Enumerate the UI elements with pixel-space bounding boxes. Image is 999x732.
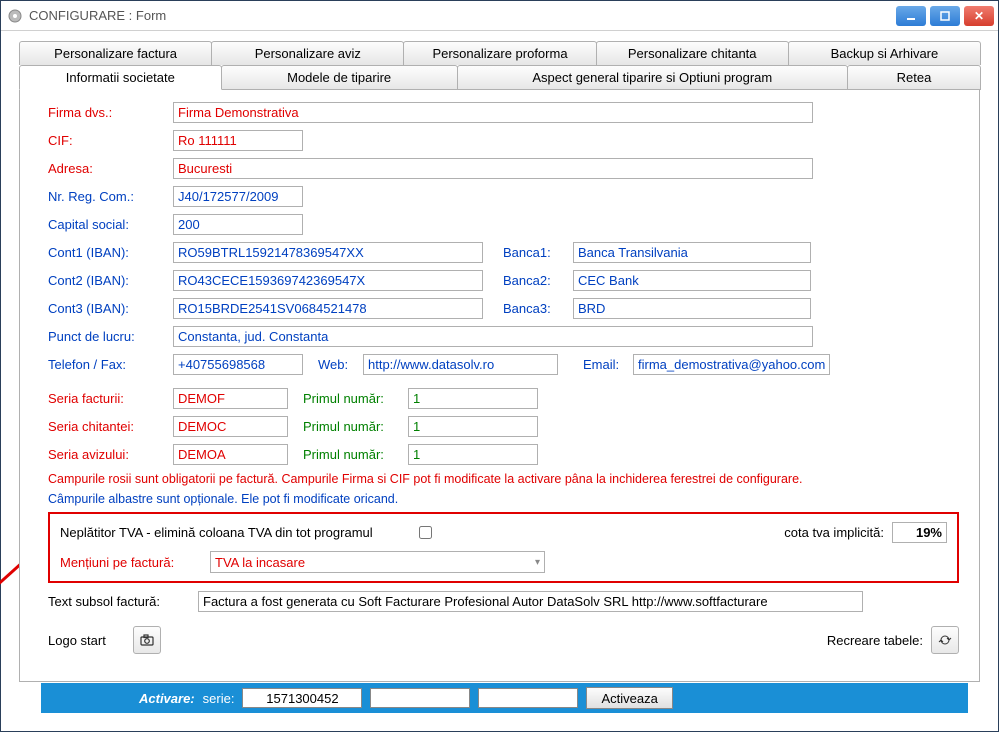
- window-title: CONFIGURARE : Form: [29, 8, 896, 23]
- label-serie: serie:: [203, 691, 235, 706]
- chevron-down-icon: ▾: [535, 557, 540, 568]
- tab-personalizare-chitanta[interactable]: Personalizare chitanta: [596, 41, 789, 65]
- label-cont1: Cont1 (IBAN):: [48, 245, 173, 260]
- minimize-button[interactable]: [896, 6, 926, 26]
- input-adresa[interactable]: [173, 158, 813, 179]
- app-icon: [7, 8, 23, 24]
- tab-modele-tiparire[interactable]: Modele de tiparire: [221, 65, 458, 90]
- input-cont3[interactable]: [173, 298, 483, 319]
- label-nrreg: Nr. Reg. Com.:: [48, 189, 173, 204]
- tab-retea[interactable]: Retea: [847, 65, 981, 90]
- label-banca3: Banca3:: [503, 301, 573, 316]
- close-button[interactable]: ✕: [964, 6, 994, 26]
- label-cif: CIF:: [48, 133, 173, 148]
- input-email[interactable]: [633, 354, 830, 375]
- tab-aspect-general[interactable]: Aspect general tiparire si Optiuni progr…: [457, 65, 848, 90]
- input-firma[interactable]: [173, 102, 813, 123]
- tabs-row-bottom: Informatii societate Modele de tiparire …: [19, 65, 980, 90]
- note-optional: Câmpurile albastre sunt opționale. Ele p…: [48, 492, 959, 506]
- label-web: Web:: [318, 357, 363, 372]
- input-act-3[interactable]: [478, 688, 578, 708]
- titlebar: CONFIGURARE : Form ✕: [1, 1, 998, 31]
- label-neplatitor: Neplătitor TVA - elimină coloana TVA din…: [60, 525, 415, 540]
- activeaza-button[interactable]: Activeaza: [586, 687, 672, 709]
- label-cont3: Cont3 (IBAN):: [48, 301, 173, 316]
- label-capital: Capital social:: [48, 217, 173, 232]
- label-tel: Telefon / Fax:: [48, 357, 173, 372]
- input-punct[interactable]: [173, 326, 813, 347]
- label-adresa: Adresa:: [48, 161, 173, 176]
- dropdown-mentiuni[interactable]: TVA la incasare ▾: [210, 551, 545, 573]
- activation-bar: Activare: serie: Activeaza: [41, 683, 968, 713]
- label-email: Email:: [583, 357, 633, 372]
- tab-backup-arhivare[interactable]: Backup si Arhivare: [788, 41, 981, 65]
- label-punct: Punct de lucru:: [48, 329, 173, 344]
- label-seriaa: Seria avizului:: [48, 447, 173, 462]
- label-logo: Logo start: [48, 633, 133, 648]
- input-primul1[interactable]: [408, 388, 538, 409]
- highlighted-box: Neplătitor TVA - elimină coloana TVA din…: [48, 512, 959, 583]
- label-banca2: Banca2:: [503, 273, 573, 288]
- recreare-button[interactable]: [931, 626, 959, 654]
- tab-personalizare-factura[interactable]: Personalizare factura: [19, 41, 212, 65]
- label-banca1: Banca1:: [503, 245, 573, 260]
- label-textsub: Text subsol factură:: [48, 594, 198, 609]
- config-window: CONFIGURARE : Form ✕ Personalizare factu…: [0, 0, 999, 732]
- input-seriaf[interactable]: [173, 388, 288, 409]
- input-textsub[interactable]: [198, 591, 863, 612]
- camera-icon: [140, 633, 154, 647]
- label-mentiuni: Mențiuni pe factură:: [60, 555, 210, 570]
- label-seriac: Seria chitantei:: [48, 419, 173, 434]
- input-seriaa[interactable]: [173, 444, 288, 465]
- input-primul3[interactable]: [408, 444, 538, 465]
- input-cota[interactable]: [892, 522, 947, 543]
- logo-button[interactable]: [133, 626, 161, 654]
- input-seriac[interactable]: [173, 416, 288, 437]
- input-capital[interactable]: [173, 214, 303, 235]
- input-cont1[interactable]: [173, 242, 483, 263]
- tab-personalizare-proforma[interactable]: Personalizare proforma: [403, 41, 596, 65]
- input-banca3[interactable]: [573, 298, 811, 319]
- tabs-row-top: Personalizare factura Personalizare aviz…: [19, 41, 980, 65]
- label-primul1: Primul număr:: [303, 391, 408, 406]
- input-act-2[interactable]: [370, 688, 470, 708]
- input-tel[interactable]: [173, 354, 303, 375]
- note-required: Campurile rosii sunt obligatorii pe fact…: [48, 472, 959, 486]
- tab-body: Firma dvs.: CIF: Adresa: Nr. Reg. Com.: …: [19, 89, 980, 682]
- input-cif[interactable]: [173, 130, 303, 151]
- tab-personalizare-aviz[interactable]: Personalizare aviz: [211, 41, 404, 65]
- input-web[interactable]: [363, 354, 558, 375]
- refresh-icon: [938, 633, 952, 647]
- maximize-button[interactable]: [930, 6, 960, 26]
- input-act-serie[interactable]: [242, 688, 362, 708]
- dropdown-mentiuni-value: TVA la incasare: [215, 555, 305, 570]
- checkbox-neplatitor[interactable]: [419, 526, 432, 539]
- label-firma: Firma dvs.:: [48, 105, 173, 120]
- input-banca1[interactable]: [573, 242, 811, 263]
- label-cont2: Cont2 (IBAN):: [48, 273, 173, 288]
- label-primul3: Primul număr:: [303, 447, 408, 462]
- tab-informatii-societate[interactable]: Informatii societate: [19, 65, 222, 90]
- label-activare: Activare:: [139, 691, 195, 706]
- label-cota: cota tva implicită:: [784, 525, 884, 540]
- input-nrreg[interactable]: [173, 186, 303, 207]
- input-banca2[interactable]: [573, 270, 811, 291]
- label-primul2: Primul număr:: [303, 419, 408, 434]
- label-recreare: Recreare tabele:: [827, 633, 923, 648]
- input-primul2[interactable]: [408, 416, 538, 437]
- input-cont2[interactable]: [173, 270, 483, 291]
- label-seriaf: Seria facturii:: [48, 391, 173, 406]
